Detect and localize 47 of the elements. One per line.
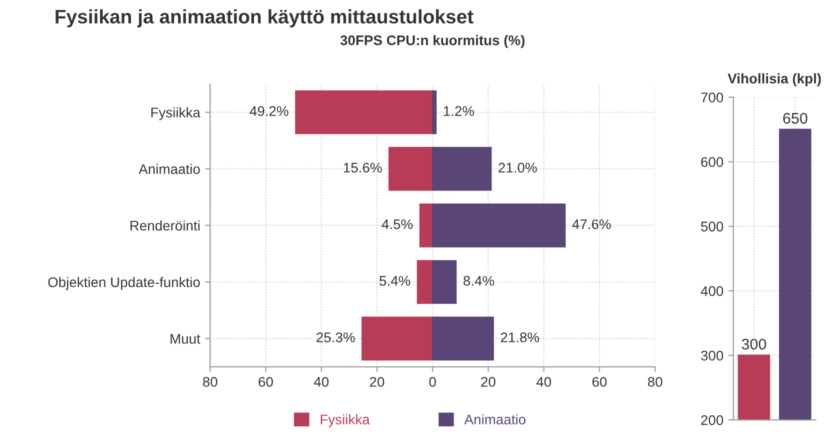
data-label: 25.3% [316,332,355,342]
data-label: 4.5% [382,219,413,230]
x-tick-label: 60 [592,376,607,387]
y-tick-label: 300 [700,350,724,361]
data-label: 15.6% [344,162,382,173]
data-label: 650 [783,112,808,124]
y-tick-label: Fysiikka [151,107,200,120]
bar [416,260,434,304]
y-tick-label: Muut [170,334,200,344]
y-tick-label: Objektien Update-funktio [48,276,200,290]
x-tick-label: 40 [536,376,552,387]
data-label: 5.4% [380,276,410,286]
y-tick-label: 200 [701,415,724,426]
bar [432,316,494,360]
x-tick-label: 40 [314,376,329,387]
data-label: 47.6% [572,219,611,230]
bar [432,204,566,248]
data-label: 21.0% [498,162,537,173]
data-label: 49.2% [250,106,288,116]
bar [432,90,437,134]
chart-title: Fysiikan ja animaation käyttö mittaustulokset [56,9,474,28]
y-tick-label: 400 [700,286,724,296]
y-tick-label: Animaatio [138,164,200,174]
y-tick-label: 500 [701,222,724,232]
data-label: 1.2% [444,106,474,116]
x-tick-label: 0 [429,376,436,387]
x-tick-label: 80 [203,376,218,387]
x-tick-label: 20 [481,376,496,387]
bar [388,146,434,191]
bar [432,146,492,191]
bar [419,204,434,248]
y-tick-label: 600 [701,157,724,167]
chart-subtitle: 30FPS CPU:n kuormitus (%) [340,35,525,48]
legend-label: Fysiikka [320,414,370,428]
bar [432,260,457,304]
bar [295,90,434,134]
x-tick-label: 60 [258,376,273,387]
legend-label: Animaatio [464,414,526,424]
y-tick-label: Renderöinti [130,220,200,231]
y-tick-label: 700 [701,92,724,102]
x-tick-label: 80 [648,376,662,387]
bar [362,316,434,360]
data-label: 300 [742,338,766,350]
x-tick-label: 20 [370,376,384,387]
data-label: 8.4% [464,276,494,286]
data-label: 21.8% [500,332,540,342]
chart-title: Vihollisia (kpl) [728,73,821,86]
